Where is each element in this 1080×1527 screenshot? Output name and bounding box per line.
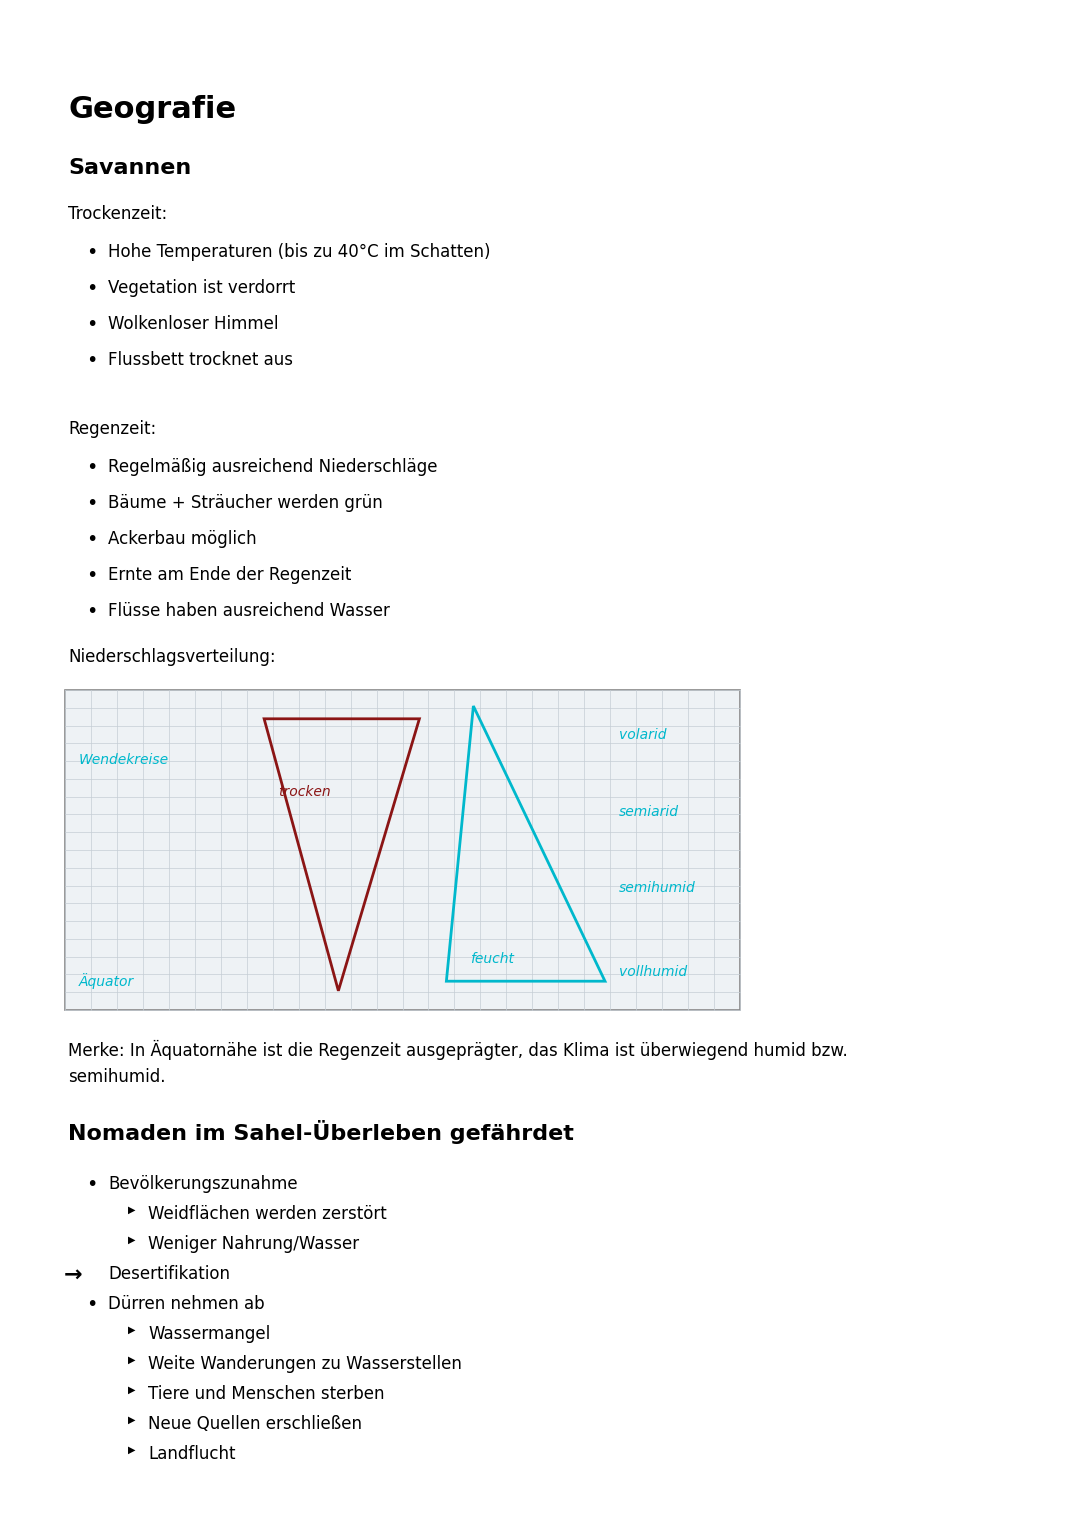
Text: •: • — [86, 243, 97, 263]
Text: ▶: ▶ — [129, 1205, 135, 1215]
Text: semihumid: semihumid — [619, 881, 696, 895]
Text: •: • — [86, 1174, 97, 1194]
Text: semiarid: semiarid — [619, 805, 678, 818]
Text: Tiere und Menschen sterben: Tiere und Menschen sterben — [148, 1385, 384, 1403]
Text: Weniger Nahrung/Wasser: Weniger Nahrung/Wasser — [148, 1235, 360, 1254]
Text: •: • — [86, 458, 97, 476]
Text: Wassermangel: Wassermangel — [148, 1325, 270, 1344]
Text: •: • — [86, 495, 97, 513]
Bar — [65, 690, 740, 1009]
Text: ▶: ▶ — [129, 1445, 135, 1455]
Text: Landflucht: Landflucht — [148, 1445, 235, 1463]
Text: Flüsse haben ausreichend Wasser: Flüsse haben ausreichend Wasser — [108, 602, 390, 620]
Text: •: • — [86, 279, 97, 298]
Text: ▶: ▶ — [129, 1354, 135, 1365]
Text: ▶: ▶ — [129, 1235, 135, 1245]
Text: Regelmäßig ausreichend Niederschläge: Regelmäßig ausreichend Niederschläge — [108, 458, 437, 476]
Text: •: • — [86, 530, 97, 550]
Text: trocken: trocken — [278, 785, 330, 800]
Text: Neue Quellen erschließen: Neue Quellen erschließen — [148, 1416, 362, 1432]
Text: ▶: ▶ — [129, 1385, 135, 1396]
Text: Bäume + Sträucher werden grün: Bäume + Sträucher werden grün — [108, 495, 382, 512]
Text: Flussbett trocknet aus: Flussbett trocknet aus — [108, 351, 293, 370]
Text: Savannen: Savannen — [68, 157, 191, 179]
Text: •: • — [86, 602, 97, 621]
Text: Desertifikation: Desertifikation — [108, 1264, 230, 1283]
Text: Regenzeit:: Regenzeit: — [68, 420, 157, 438]
Text: ▶: ▶ — [129, 1325, 135, 1335]
Text: Merke: In Äquatornähe ist die Regenzeit ausgeprägter, das Klima ist überwiegend : Merke: In Äquatornähe ist die Regenzeit … — [68, 1040, 848, 1087]
Text: Vegetation ist verdorrt: Vegetation ist verdorrt — [108, 279, 295, 296]
Text: Bevölkerungszunahme: Bevölkerungszunahme — [108, 1174, 298, 1193]
Text: Weidflächen werden zerstört: Weidflächen werden zerstört — [148, 1205, 387, 1223]
Text: •: • — [86, 567, 97, 585]
Text: Niederschlagsverteilung:: Niederschlagsverteilung: — [68, 647, 275, 666]
Text: Dürren nehmen ab: Dürren nehmen ab — [108, 1295, 265, 1313]
Text: Ernte am Ende der Regenzeit: Ernte am Ende der Regenzeit — [108, 567, 351, 583]
Text: ▶: ▶ — [129, 1416, 135, 1425]
Text: •: • — [86, 1295, 97, 1315]
Text: Wendekreise: Wendekreise — [79, 753, 168, 768]
Text: →: → — [64, 1264, 83, 1286]
Text: Äquator: Äquator — [79, 973, 134, 989]
Text: feucht: feucht — [470, 951, 514, 965]
Text: •: • — [86, 351, 97, 370]
Text: vollhumid: vollhumid — [619, 965, 687, 979]
Text: Trockenzeit:: Trockenzeit: — [68, 205, 167, 223]
Text: Nomaden im Sahel-Überleben gefährdet: Nomaden im Sahel-Überleben gefährdet — [68, 1119, 573, 1144]
Text: •: • — [86, 315, 97, 334]
Text: Hohe Temperaturen (bis zu 40°C im Schatten): Hohe Temperaturen (bis zu 40°C im Schatt… — [108, 243, 490, 261]
Text: Weite Wanderungen zu Wasserstellen: Weite Wanderungen zu Wasserstellen — [148, 1354, 462, 1373]
Text: volarid: volarid — [619, 728, 666, 742]
Text: Ackerbau möglich: Ackerbau möglich — [108, 530, 257, 548]
Text: Geografie: Geografie — [68, 95, 237, 124]
Text: Wolkenloser Himmel: Wolkenloser Himmel — [108, 315, 279, 333]
